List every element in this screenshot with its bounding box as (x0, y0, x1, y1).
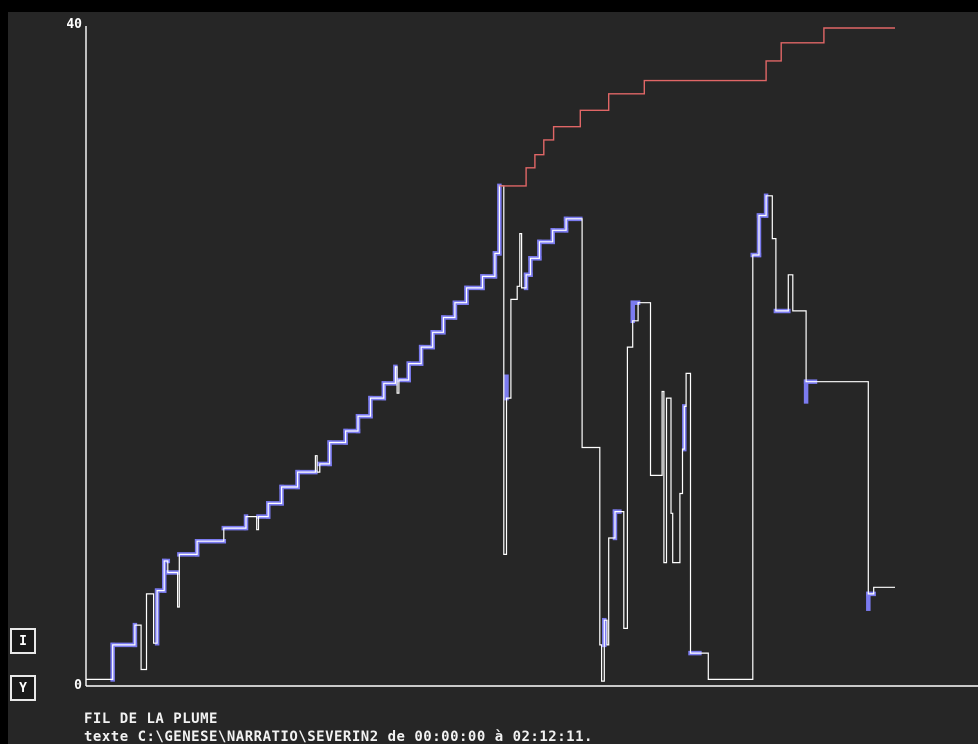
axes-layer: 0 40 (66, 17, 978, 693)
i-button[interactable]: I (10, 628, 36, 654)
trace-series-line (86, 185, 895, 682)
highlight-layer (110, 183, 876, 682)
y-tick-label: 40 (66, 17, 82, 32)
caption-title: FIL DE LA PLUME (84, 711, 218, 727)
y-tick-label: 0 (74, 678, 82, 693)
y-button[interactable]: Y (10, 675, 36, 701)
envelope-series-line (499, 27, 895, 187)
plot-panel (8, 12, 978, 744)
envelope-layer (499, 27, 895, 187)
caption-subtitle: texte C:\GENESE\NARRATIO\SEVERIN2 de 00:… (84, 729, 593, 744)
trace-layer (86, 185, 895, 682)
